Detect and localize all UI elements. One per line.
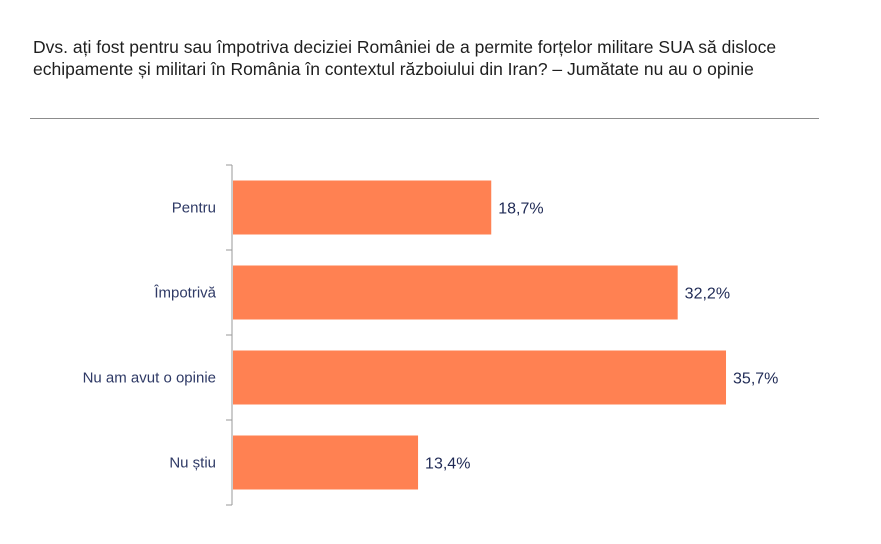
bar-pentru bbox=[233, 180, 492, 235]
value-label-nu-stiu: 13,4% bbox=[425, 456, 470, 473]
value-label-pentru: 18,7% bbox=[498, 201, 543, 218]
bar-impotriva bbox=[233, 265, 678, 320]
category-label-nu-stiu: Nu știu bbox=[169, 455, 216, 472]
title-divider bbox=[30, 118, 819, 119]
bar-nu-stiu bbox=[233, 435, 419, 490]
category-label-pentru: Pentru bbox=[172, 200, 216, 217]
value-label-nu-am-avut-o-opinie: 35,7% bbox=[733, 371, 778, 388]
bar-nu-am-avut-o-opinie bbox=[233, 350, 727, 405]
category-label-impotriva: Împotrivă bbox=[153, 285, 216, 302]
category-label-nu-am-avut-o-opinie: Nu am avut o opinie bbox=[83, 370, 216, 387]
value-label-impotriva: 32,2% bbox=[685, 286, 730, 303]
chart-title: Dvs. ați fost pentru sau împotriva deciz… bbox=[33, 37, 777, 79]
